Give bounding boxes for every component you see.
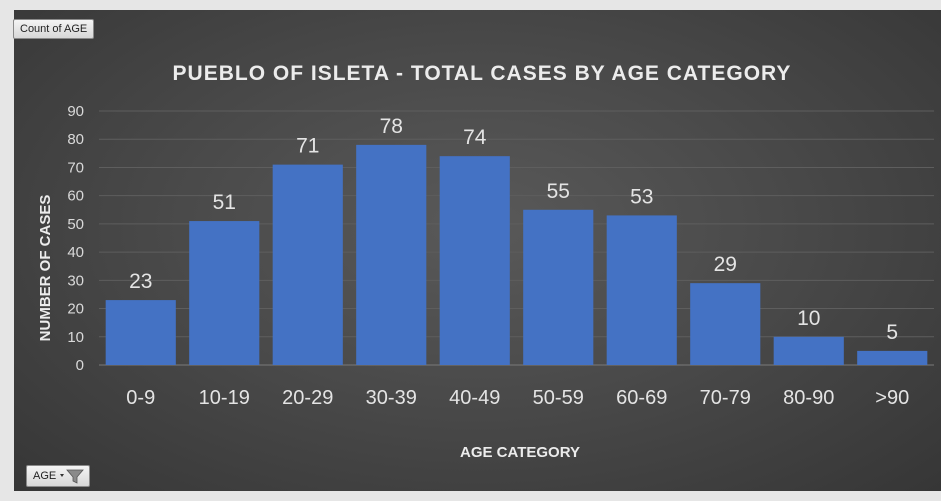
x-tick-label: 70-79 xyxy=(700,387,751,409)
bar[interactable] xyxy=(439,156,510,365)
bar[interactable] xyxy=(356,144,427,365)
y-axis-ticks: 0 10 20 30 40 50 60 70 80 90 xyxy=(67,103,84,374)
bar[interactable] xyxy=(272,164,343,365)
bar[interactable] xyxy=(690,283,761,365)
data-label: 78 xyxy=(380,115,403,138)
axis-field-label: AGE xyxy=(33,470,57,482)
x-tick-label: 0-9 xyxy=(126,387,155,409)
x-axis-title: AGE CATEGORY xyxy=(460,444,580,461)
data-label: 5 xyxy=(886,321,898,344)
data-label: 10 xyxy=(797,307,820,330)
y-tick-label: 80 xyxy=(67,131,84,148)
y-tick-label: 50 xyxy=(67,216,84,233)
bar[interactable] xyxy=(857,350,928,365)
bar[interactable] xyxy=(189,221,260,365)
y-tick-label: 70 xyxy=(67,159,84,176)
x-tick-label: >90 xyxy=(875,387,909,409)
chart-area[interactable]: PUEBLO OF ISLETA - TOTAL CASES BY AGE CA… xyxy=(14,10,941,491)
x-tick-label: 40-49 xyxy=(449,387,500,409)
y-axis-title: NUMBER OF CASES xyxy=(37,195,54,342)
bar[interactable] xyxy=(105,300,176,365)
x-tick-label: 20-29 xyxy=(282,387,333,409)
bar[interactable] xyxy=(773,336,844,365)
y-tick-label: 0 xyxy=(76,357,84,374)
y-tick-label: 30 xyxy=(67,272,84,289)
data-label: 53 xyxy=(630,185,653,208)
data-label: 51 xyxy=(213,191,236,214)
x-tick-label: 80-90 xyxy=(783,387,834,409)
filter-dropdown-icon[interactable] xyxy=(59,468,85,484)
data-label: 29 xyxy=(714,253,737,276)
y-tick-label: 20 xyxy=(67,301,84,318)
y-tick-label: 10 xyxy=(67,329,84,346)
data-label: 74 xyxy=(463,126,487,149)
x-tick-label: 60-69 xyxy=(616,387,667,409)
data-labels: 23 51 71 78 74 55 53 29 10 5 xyxy=(129,115,898,344)
y-tick-label: 90 xyxy=(67,103,84,120)
y-tick-label: 60 xyxy=(67,188,84,205)
data-label: 71 xyxy=(296,135,319,158)
value-field-button[interactable]: Count of AGE xyxy=(13,19,95,39)
bar-chart: PUEBLO OF ISLETA - TOTAL CASES BY AGE CA… xyxy=(37,62,934,461)
x-tick-label: 30-39 xyxy=(366,387,417,409)
bar[interactable] xyxy=(523,209,594,365)
x-tick-label: 50-59 xyxy=(533,387,584,409)
x-axis-ticks: 0-9 10-19 20-29 30-39 40-49 50-59 60-69 70-79 80… xyxy=(126,387,909,409)
y-tick-label: 40 xyxy=(67,244,84,261)
data-label: 23 xyxy=(129,270,152,293)
axis-field-button[interactable]: AGE xyxy=(26,465,91,487)
bar[interactable] xyxy=(606,215,677,365)
data-label: 55 xyxy=(547,180,570,203)
bars xyxy=(105,144,928,365)
chart-title: PUEBLO OF ISLETA - TOTAL CASES BY AGE CA… xyxy=(173,62,792,85)
x-tick-label: 10-19 xyxy=(199,387,250,409)
